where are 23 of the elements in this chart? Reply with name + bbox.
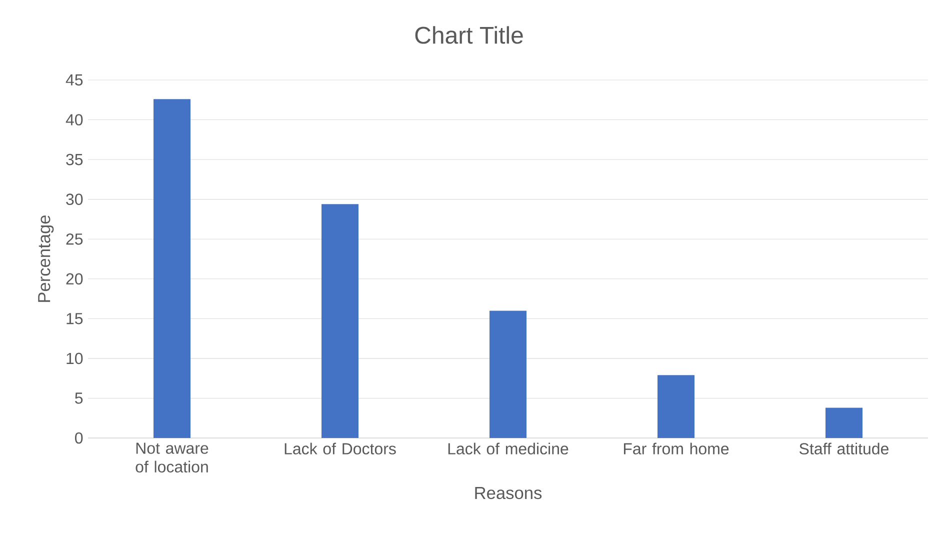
y-tick-label: 15 xyxy=(66,313,83,324)
bar xyxy=(825,408,862,438)
x-axis-title: Reasons xyxy=(475,487,542,500)
chart-title: Chart Title xyxy=(415,26,523,44)
y-tick-label: 25 xyxy=(66,233,83,245)
x-tick-label: Not aware of location xyxy=(136,442,208,473)
y-axis-title: Percentage xyxy=(38,215,54,302)
x-tick-label: Far from home xyxy=(624,442,729,454)
bar xyxy=(322,204,359,438)
x-tick-label: Lack of Doctors xyxy=(284,442,396,454)
y-tick-label: 30 xyxy=(66,194,83,205)
bar xyxy=(154,99,191,438)
x-tick-label: Staff attitude xyxy=(800,442,888,454)
y-tick-label: 45 xyxy=(66,74,83,86)
bar xyxy=(490,310,526,438)
y-tick-label: 35 xyxy=(66,154,83,166)
y-tick-label: 0 xyxy=(75,432,83,444)
y-tick-label: 40 xyxy=(66,114,83,126)
bar xyxy=(658,375,694,438)
y-tick-label: 20 xyxy=(66,273,83,285)
y-tick-label: 10 xyxy=(66,352,83,364)
x-tick-label: Lack of medicine xyxy=(448,442,568,454)
y-tick-label: 5 xyxy=(75,392,83,404)
